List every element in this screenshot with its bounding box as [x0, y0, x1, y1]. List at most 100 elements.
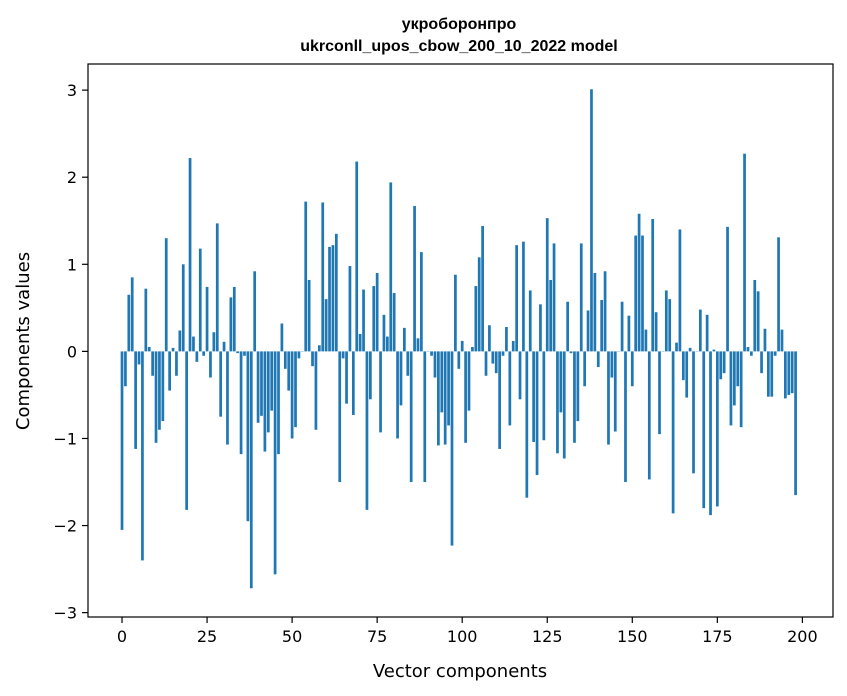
bar — [219, 351, 223, 417]
bar — [780, 329, 784, 352]
bar — [477, 257, 481, 352]
bar — [205, 286, 209, 352]
bar — [508, 351, 512, 426]
bar — [229, 297, 233, 352]
bar — [712, 349, 716, 352]
bar — [559, 351, 563, 413]
bar — [324, 299, 328, 352]
bar — [539, 304, 542, 352]
bar — [328, 246, 331, 352]
bar — [732, 351, 736, 406]
bar — [566, 301, 570, 352]
bar — [249, 351, 253, 589]
bar — [535, 351, 539, 476]
bar — [637, 213, 641, 352]
bar — [368, 351, 372, 400]
bar — [658, 351, 661, 435]
bar — [406, 351, 410, 376]
bar — [341, 351, 345, 359]
bar — [314, 351, 318, 430]
bar — [345, 351, 348, 404]
bar — [266, 351, 270, 433]
bar — [290, 351, 294, 439]
bar — [416, 338, 420, 352]
bar — [365, 351, 369, 510]
bar — [317, 345, 321, 352]
bar — [528, 290, 532, 352]
bar — [467, 351, 471, 411]
bar — [447, 351, 450, 426]
bar — [518, 351, 522, 400]
bar — [164, 238, 168, 352]
bar — [232, 286, 236, 352]
y-axis-ticks: −3 −2 −1 0 1 2 3 — [53, 81, 88, 623]
y-tick-label: −3 — [53, 604, 77, 623]
y-tick-label: −2 — [53, 517, 77, 536]
bar — [392, 293, 396, 352]
bar — [161, 351, 165, 422]
bar — [188, 158, 192, 352]
bar — [600, 300, 604, 352]
bar — [760, 351, 763, 374]
bar — [209, 351, 212, 378]
bar — [433, 351, 437, 378]
bar — [644, 329, 648, 352]
bar — [583, 351, 587, 387]
bar — [705, 314, 709, 352]
bar — [403, 327, 406, 352]
bar — [685, 351, 689, 398]
bar — [505, 327, 508, 352]
bar — [171, 347, 175, 352]
x-tick-label: 125 — [532, 627, 563, 646]
bar — [280, 323, 284, 352]
bar — [576, 351, 580, 422]
bar — [334, 233, 338, 352]
bar — [460, 340, 464, 352]
y-tick-label: 1 — [67, 255, 77, 274]
bar — [671, 351, 675, 514]
bar — [399, 351, 403, 406]
bar — [746, 347, 750, 352]
bar — [420, 252, 423, 352]
y-tick-label: 0 — [67, 342, 77, 361]
bar — [787, 351, 791, 395]
bar — [603, 271, 607, 352]
bar — [304, 201, 308, 352]
bar — [198, 248, 202, 352]
bar — [226, 351, 229, 445]
bar — [273, 351, 277, 575]
y-axis-label: Components values — [13, 252, 34, 430]
bar — [678, 229, 682, 352]
bar — [270, 351, 274, 411]
y-tick-label: 2 — [67, 168, 77, 187]
bar — [739, 351, 743, 428]
bar — [668, 299, 672, 352]
bar — [130, 277, 134, 352]
bar — [454, 274, 457, 352]
bar — [501, 351, 505, 356]
bar — [158, 351, 161, 430]
bar — [124, 351, 127, 387]
bar — [141, 351, 144, 561]
x-tick-label: 200 — [787, 627, 818, 646]
bar — [287, 351, 291, 391]
bar — [294, 351, 297, 428]
bar — [283, 351, 287, 369]
y-tick-label: −1 — [53, 429, 77, 448]
bar — [239, 351, 243, 455]
bar — [175, 351, 178, 376]
bar — [607, 351, 610, 445]
bar — [372, 286, 376, 352]
bars-layer — [120, 89, 797, 589]
bar — [307, 279, 311, 352]
bar — [552, 243, 556, 352]
bar — [784, 351, 787, 399]
bar — [596, 351, 600, 368]
bar — [767, 351, 770, 397]
bar — [709, 351, 712, 516]
bar — [525, 351, 529, 498]
bar — [246, 351, 250, 522]
bar — [236, 351, 240, 354]
bar — [484, 351, 488, 376]
bar — [515, 245, 518, 352]
